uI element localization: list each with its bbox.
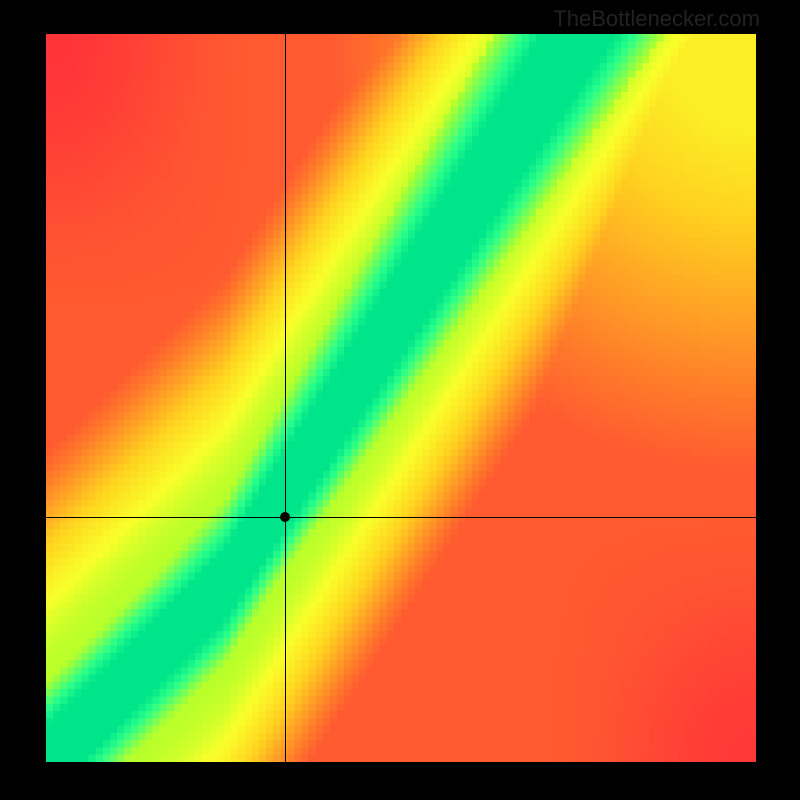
crosshair-horizontal [46, 517, 756, 518]
heatmap-canvas [46, 34, 756, 762]
crosshair-vertical [285, 34, 286, 762]
bottleneck-heatmap [46, 34, 756, 762]
crosshair-marker [280, 512, 290, 522]
attribution-text: TheBottlenecker.com [553, 6, 760, 32]
